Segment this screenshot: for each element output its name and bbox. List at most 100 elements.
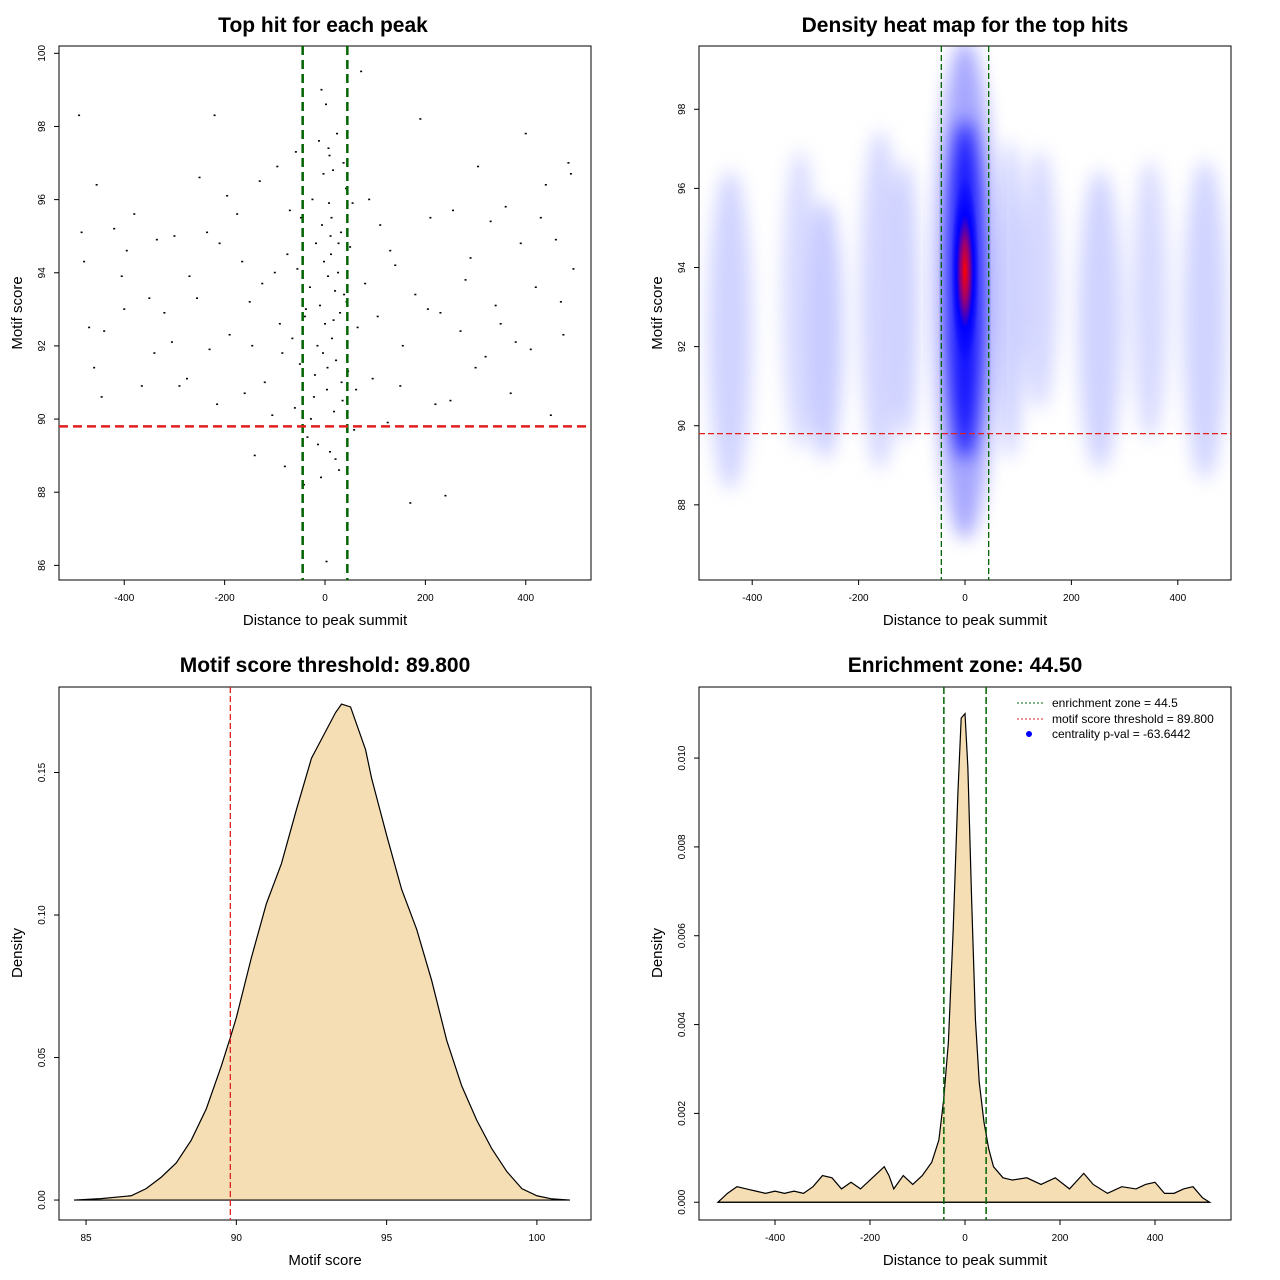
scatter-point (298, 363, 301, 365)
heatmap-x-tick-label: 0 (962, 593, 968, 604)
scatter-point (337, 271, 340, 274)
scatter-point (226, 194, 229, 197)
scatter-point (464, 279, 467, 281)
heat-streak (807, 200, 843, 460)
scatter-point (303, 315, 306, 318)
scatter-point (334, 458, 337, 460)
score-density-x-tick-label: 90 (231, 1233, 243, 1244)
scatter-point (332, 319, 335, 321)
scatter-point (494, 304, 497, 307)
scatter-y-axis: 86 88 90 92 94 96 98 100 (37, 45, 59, 571)
scatter-point (484, 355, 487, 358)
scatter-x-axis: -400 -200 0 200 400 (114, 580, 535, 604)
distance-density-x-tick-label: -400 (765, 1233, 785, 1244)
heatmap-x-tick-label: -200 (849, 593, 869, 604)
scatter-point (340, 231, 343, 234)
scatter-point (394, 264, 397, 267)
scatter-point (360, 70, 363, 73)
heatmap-y-tick-label: 88 (677, 499, 688, 511)
distance-density-y-tick-label: 0.008 (677, 834, 688, 859)
scatter-point (261, 282, 264, 285)
scatter-point (499, 322, 502, 325)
scatter-point (439, 312, 442, 314)
scatter-point (228, 333, 231, 336)
scatter-point (343, 293, 346, 296)
scatter-point (125, 249, 128, 252)
legend: enrichment zone = 44.5 motif score thres… (1017, 696, 1214, 741)
distance-density-title: Enrichment zone: 44.50 (848, 654, 1083, 677)
distance-density-y-tick-label: 0.002 (677, 1100, 688, 1125)
heatmap-y-tick-label: 90 (677, 420, 688, 432)
scatter-point (349, 246, 352, 248)
score-density-y-axis: 0.00 0.05 0.10 0.15 (37, 762, 59, 1210)
scatter-point (329, 235, 332, 237)
scatter-point (554, 238, 557, 241)
scatter-point (477, 165, 480, 168)
heatmap-x-tick-label: 200 (1063, 593, 1080, 604)
heatmap-x-tick-label: -400 (742, 593, 762, 604)
scatter-point (253, 454, 256, 457)
scatter-point (389, 249, 392, 252)
scatter-point (519, 242, 522, 245)
scatter-point (313, 374, 316, 376)
scatter-point (409, 502, 412, 504)
legend-entry-threshold: motif score threshold = 89.800 (1052, 712, 1214, 726)
scatter-point (281, 352, 284, 354)
scatter-x-label: Distance to peak summit (243, 612, 408, 629)
scatter-point (320, 224, 323, 226)
scatter-point (163, 312, 166, 314)
scatter-x-tick-label: 400 (517, 593, 534, 604)
scatter-point (324, 322, 326, 325)
score-density-area (73, 703, 570, 1201)
heatmap-x-tick-label: 400 (1169, 593, 1186, 604)
scatter-point (196, 297, 199, 299)
heatmap-y-tick-label: 98 (677, 103, 688, 115)
scatter-y-tick-label: 90 (37, 413, 48, 425)
scatter-y-tick-label: 100 (37, 45, 48, 62)
scatter-point (340, 381, 343, 384)
scatter-point (308, 286, 311, 288)
heatmap-title: Density heat map for the top hits (802, 14, 1129, 37)
scatter-point (248, 301, 251, 303)
scatter-point (451, 209, 454, 212)
scatter-point (120, 275, 123, 278)
scatter-point (371, 377, 374, 380)
scatter-point (327, 147, 330, 150)
scatter-point (328, 202, 331, 204)
scatter-y-tick-label: 86 (37, 559, 48, 571)
scatter-y-tick-label: 96 (37, 194, 48, 206)
scatter-point (376, 315, 379, 318)
scatter-point (337, 242, 340, 245)
distance-density-x-tick-label: 200 (1052, 1233, 1069, 1244)
panel-heatmap: Density heat map for the top hits -400 -2… (649, 14, 1232, 629)
scatter-point (336, 132, 339, 135)
scatter-point (469, 257, 472, 259)
scatter-point (312, 396, 315, 398)
score-density-x-axis: 85 90 95 100 (80, 1220, 546, 1244)
scatter-point (185, 377, 188, 380)
scatter-point (489, 220, 492, 223)
scatter-reference-lines (59, 46, 591, 580)
panel-distance-density: Enrichment zone: 44.50 -400 -200 0 200 400 0… (649, 654, 1232, 1269)
scatter-x-tick-label: 0 (322, 593, 328, 604)
score-density-x-tick-label: 95 (381, 1233, 393, 1244)
scatter-point (341, 399, 344, 402)
scatter-point (216, 403, 219, 406)
scatter-point (333, 410, 336, 413)
scatter-point (320, 88, 323, 91)
scatter-point (140, 385, 143, 387)
scatter-y-tick-label: 98 (37, 120, 48, 132)
scatter-point (213, 114, 216, 117)
score-density-y-tick-label: 0.05 (37, 1047, 48, 1067)
scatter-y-tick-label: 94 (37, 267, 48, 279)
scatter-point (294, 151, 297, 153)
scatter-point (426, 308, 429, 310)
scatter-point (188, 275, 191, 278)
scatter-y-tick-label: 88 (37, 486, 48, 498)
scatter-y-label: Motif score (9, 276, 26, 349)
distance-density-x-axis: -400 -200 0 200 400 (765, 1220, 1164, 1244)
scatter-point (309, 418, 312, 420)
scatter-point (302, 483, 305, 486)
scatter-point (351, 202, 354, 204)
